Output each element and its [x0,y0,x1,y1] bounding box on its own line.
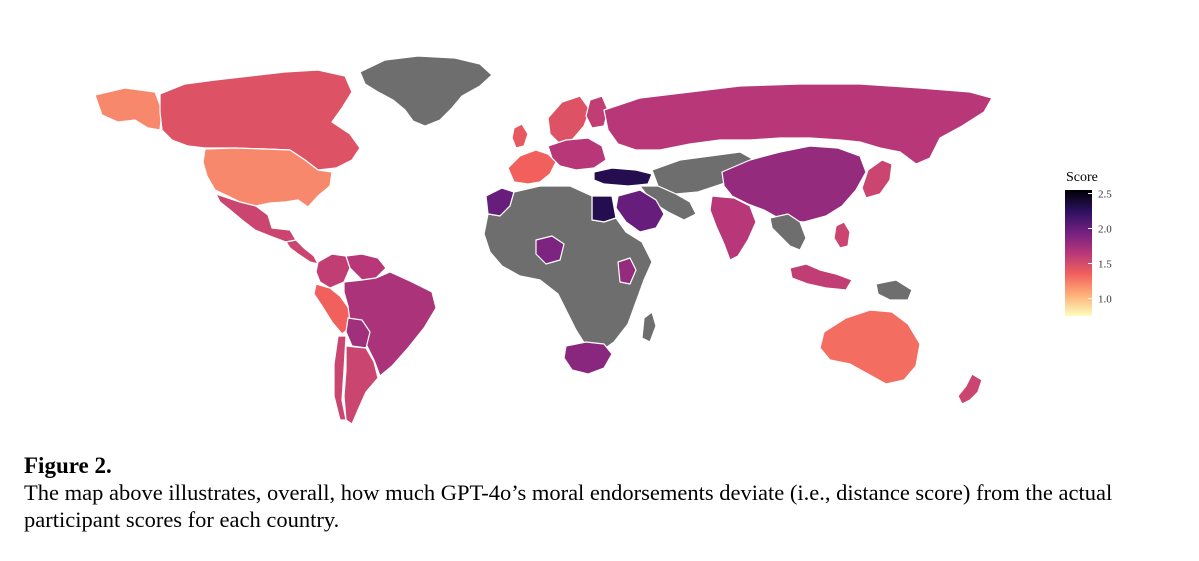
country-japan [861,159,893,199]
country-south-africa [563,341,613,375]
country-australia [819,309,921,385]
country-turkey [593,167,653,187]
country-egypt [591,195,617,223]
country-united-states [202,147,333,208]
country-papua [875,279,913,301]
country-southeast-asia [769,213,807,251]
legend-title: Score [1066,170,1098,185]
legend-colorbar [1065,190,1092,316]
country-madagascar [641,311,657,343]
countries-layer [94,55,993,425]
country-indonesia [789,263,853,291]
legend-ticks: 2.5 2.0 1.5 1.0 [1088,189,1112,306]
country-central-europe [547,137,607,171]
country-nigeria [535,235,565,265]
figure-caption: Figure 2. The map above illustrates, ove… [24,452,1184,533]
country-scandinavia [547,95,591,145]
country-kenya [617,257,637,285]
country-chile [333,335,347,421]
world-choropleth-map: Score 2.5 2.0 1.5 1.0 [94,55,1112,425]
country-philippines [833,221,851,249]
country-argentina [343,345,379,425]
country-alaska [94,87,163,131]
legend-tick-label: 2.0 [1098,224,1112,236]
country-saudi-arabia [615,189,665,233]
country-finland [585,95,609,129]
legend-tick-label: 2.5 [1098,189,1112,201]
country-africa-other [483,185,653,353]
country-central-america [285,239,319,265]
country-venezuela [345,253,387,281]
caption-text: The map above illustrates, overall, how … [24,480,1113,532]
score-legend: Score 2.5 2.0 1.5 1.0 [1065,170,1112,316]
country-western-europe [507,149,557,185]
country-new-zealand [957,373,983,405]
country-greenland [359,55,493,127]
country-china [721,145,867,223]
country-russia [603,83,993,165]
country-united-kingdom [511,123,529,149]
legend-tick-label: 1.0 [1098,294,1112,306]
legend-tick-label: 1.5 [1098,259,1112,271]
country-canada [159,69,361,171]
country-india [709,195,757,261]
caption-label: Figure 2. [24,453,112,478]
